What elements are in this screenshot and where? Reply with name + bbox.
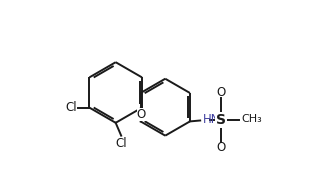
Text: CH₃: CH₃ — [241, 114, 262, 124]
Text: O: O — [137, 108, 146, 121]
Text: HN: HN — [203, 113, 220, 127]
Text: Cl: Cl — [66, 101, 77, 114]
Text: S: S — [216, 113, 226, 127]
Text: O: O — [216, 86, 225, 99]
Text: O: O — [216, 141, 225, 154]
Text: Cl: Cl — [115, 137, 127, 150]
